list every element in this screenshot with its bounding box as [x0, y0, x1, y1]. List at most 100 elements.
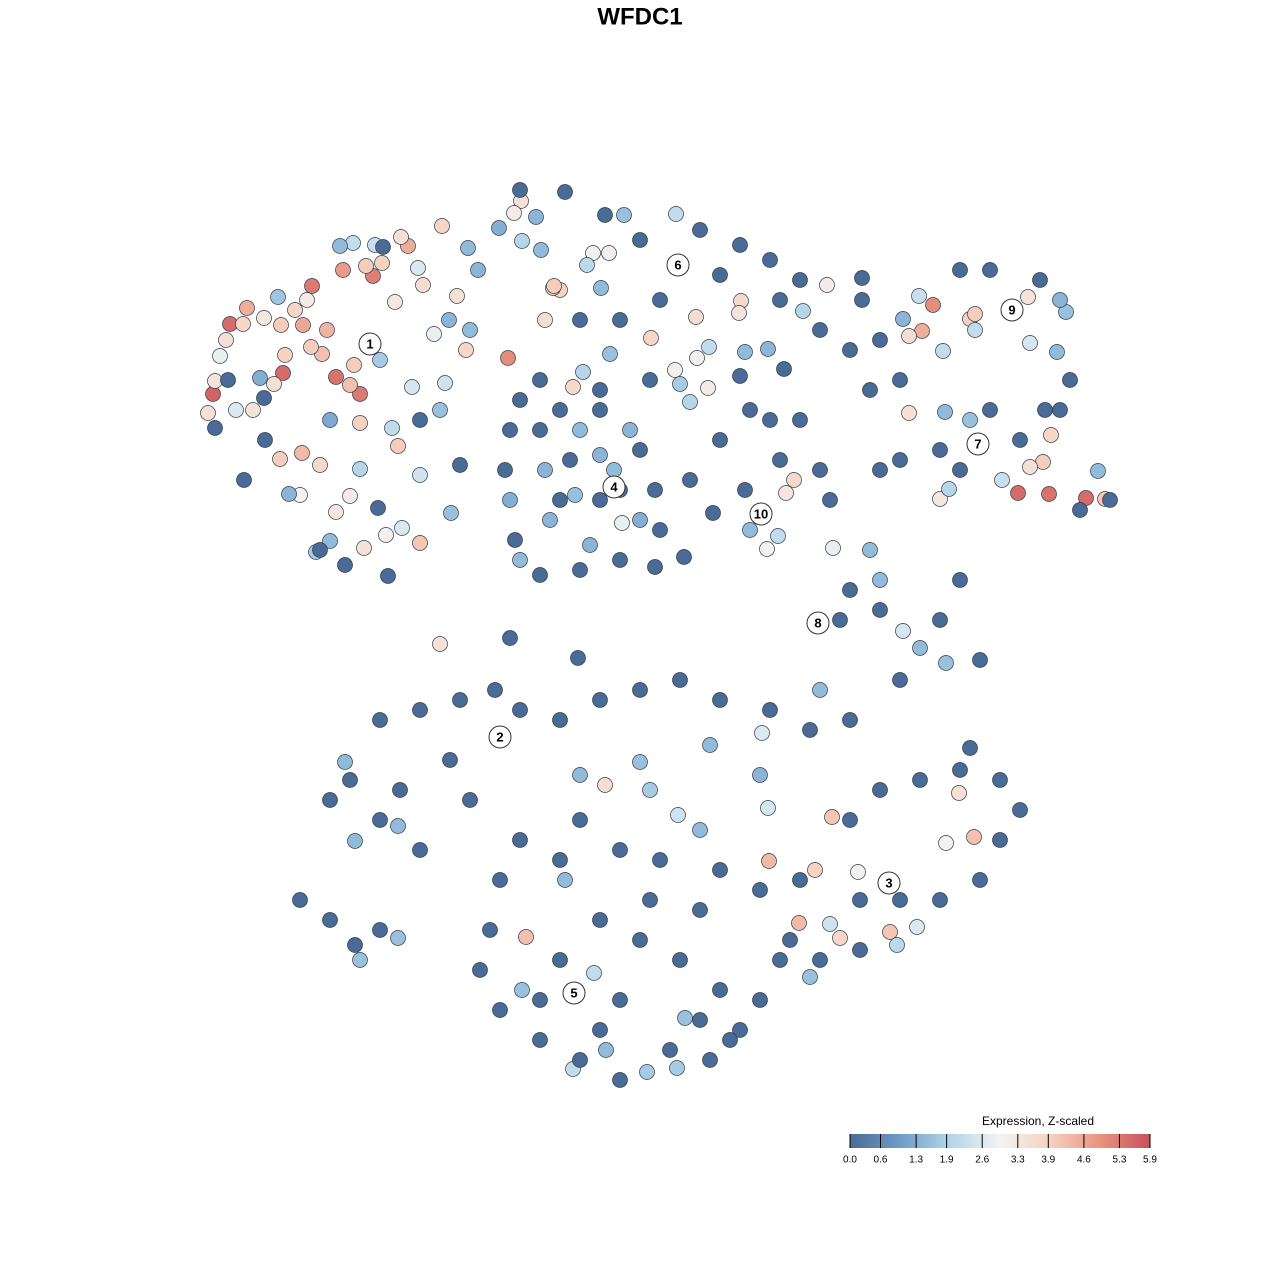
point	[332, 238, 348, 254]
point	[962, 412, 978, 428]
point	[912, 772, 928, 788]
point	[786, 472, 802, 488]
point	[452, 692, 468, 708]
point	[507, 532, 523, 548]
point	[702, 1052, 718, 1068]
colorbar-tick-label: 1.3	[909, 1155, 923, 1166]
point	[415, 277, 431, 293]
point	[335, 262, 351, 278]
point	[791, 915, 807, 931]
point	[352, 952, 368, 968]
point	[795, 303, 811, 319]
point	[812, 322, 828, 338]
point	[632, 682, 648, 698]
point	[647, 482, 663, 498]
point	[442, 752, 458, 768]
point	[932, 491, 948, 507]
point	[412, 842, 428, 858]
point	[345, 235, 361, 251]
cluster-label-badge	[358, 332, 382, 356]
point	[672, 952, 688, 968]
point	[322, 533, 338, 549]
point	[966, 829, 982, 845]
point	[652, 292, 668, 308]
point	[347, 937, 363, 953]
point	[731, 305, 747, 321]
point	[1022, 459, 1038, 475]
point	[322, 912, 338, 928]
point	[552, 402, 568, 418]
point	[772, 292, 788, 308]
point	[972, 872, 988, 888]
point	[592, 402, 608, 418]
point	[792, 412, 808, 428]
point	[1032, 272, 1048, 288]
point	[972, 652, 988, 668]
point	[256, 390, 272, 406]
point	[935, 343, 951, 359]
point	[592, 1022, 608, 1038]
point	[552, 492, 568, 508]
point	[328, 369, 344, 385]
point	[294, 445, 310, 461]
point	[497, 462, 513, 478]
point	[1090, 463, 1106, 479]
point	[832, 612, 848, 628]
point	[872, 782, 888, 798]
point	[514, 982, 530, 998]
point	[606, 462, 622, 478]
point	[895, 311, 911, 327]
point	[994, 472, 1010, 488]
cluster-label-badge	[749, 502, 773, 526]
cluster-label: 6	[674, 257, 681, 272]
point	[632, 512, 648, 528]
colorbar-tick-label: 3.3	[1011, 1155, 1025, 1166]
point	[487, 682, 503, 698]
point	[1052, 402, 1068, 418]
point	[682, 472, 698, 488]
point	[854, 270, 870, 286]
point	[506, 205, 522, 221]
point	[514, 233, 530, 249]
point	[1012, 432, 1028, 448]
point	[692, 222, 708, 238]
point	[393, 229, 409, 245]
points	[200, 182, 1118, 1088]
point	[882, 924, 898, 940]
cluster-label-badge	[666, 253, 690, 277]
point	[982, 262, 998, 278]
point	[967, 322, 983, 338]
point	[443, 505, 459, 521]
point	[372, 352, 388, 368]
point	[375, 239, 391, 255]
point	[273, 317, 289, 333]
point	[299, 292, 315, 308]
point	[952, 262, 968, 278]
point	[912, 640, 928, 656]
point	[352, 461, 368, 477]
cluster-label-badge	[966, 432, 990, 456]
point	[752, 992, 768, 1008]
point	[992, 832, 1008, 848]
point	[449, 288, 465, 304]
point	[842, 712, 858, 728]
point	[582, 537, 598, 553]
cluster-label: 3	[885, 875, 892, 890]
chart-title: WFDC1	[597, 3, 682, 30]
point	[722, 1032, 738, 1048]
point	[512, 832, 528, 848]
point	[412, 467, 428, 483]
point	[712, 862, 728, 878]
point	[732, 1022, 748, 1038]
point	[592, 382, 608, 398]
point	[565, 379, 581, 395]
point	[542, 512, 558, 528]
colorbar-tick-label: 4.6	[1077, 1155, 1091, 1166]
point	[682, 394, 698, 410]
point	[762, 252, 778, 268]
point	[552, 852, 568, 868]
point	[432, 402, 448, 418]
point	[705, 505, 721, 521]
point	[668, 206, 684, 222]
